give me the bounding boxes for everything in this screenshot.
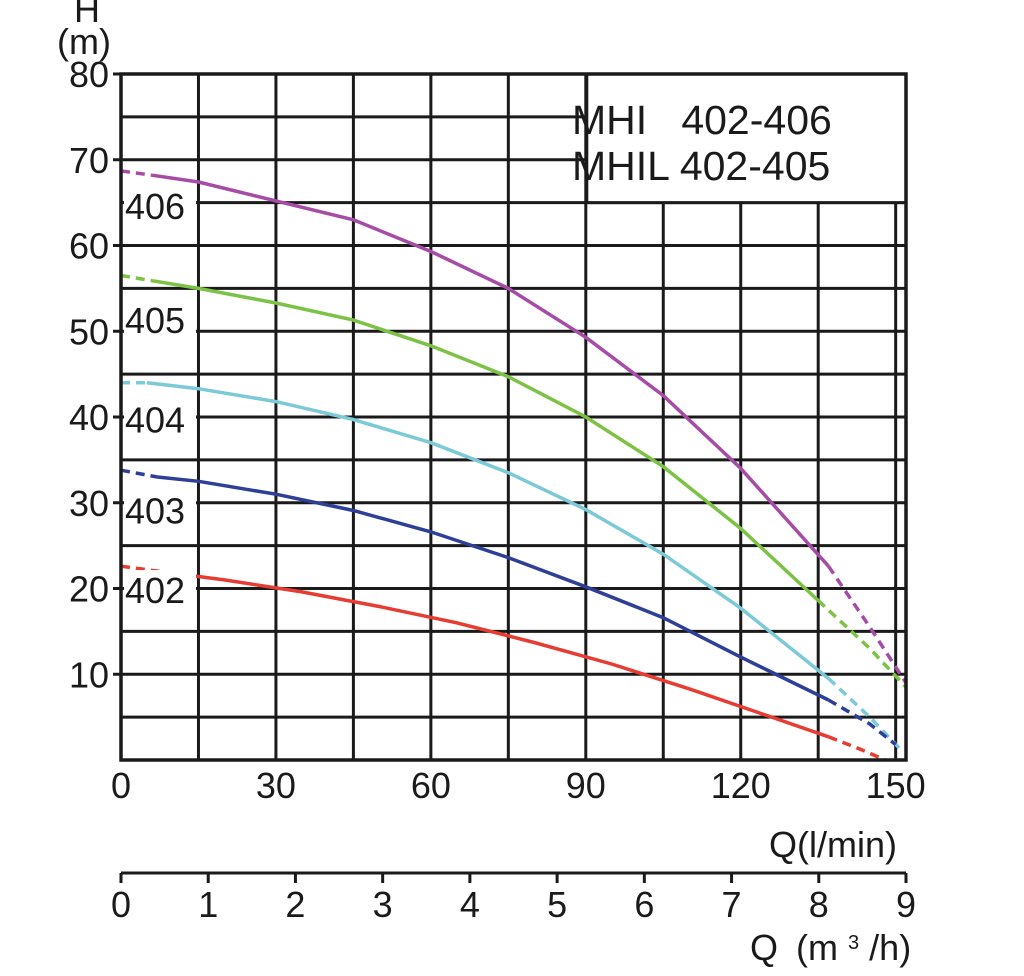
curve-labels: 406 405 404 403 402 <box>124 185 196 611</box>
curve-label-bg <box>124 299 196 336</box>
performance-curves <box>120 169 908 762</box>
curve-402-start <box>120 564 173 575</box>
title-line-1: MHI 402-406 <box>572 97 832 143</box>
y-tick-label: 80 <box>69 54 109 95</box>
y-tick-label: 20 <box>69 569 109 610</box>
secondary-x-axis-label-suffix: /h) <box>869 927 911 968</box>
secondary-x-axis-label-sup: 3 <box>848 932 859 954</box>
curve-label-bg <box>124 570 196 607</box>
y-tick-label: 60 <box>69 226 109 267</box>
secondary-x-tick-label: 6 <box>634 884 654 925</box>
secondary-x-axis-label-q: Q <box>750 927 778 968</box>
title-box: MHI 402-406 MHIL 402-405 <box>572 72 908 205</box>
y-tick-label: 50 <box>69 311 109 352</box>
curve-405-end <box>817 599 908 689</box>
x-tick-label: 150 <box>866 765 926 806</box>
curve-405-start <box>120 273 153 283</box>
y-axis-unit: (m) <box>57 21 111 62</box>
curve-404-end <box>827 677 903 751</box>
y-tick-label: 30 <box>69 483 109 524</box>
x-axis-label: Q(l/min) <box>769 824 897 865</box>
curve-label-406: 406 <box>125 186 185 227</box>
curve-406-start <box>120 169 153 177</box>
curve-label-403: 403 <box>125 490 185 531</box>
curve-403-start <box>120 468 158 479</box>
secondary-x-tick-label: 2 <box>285 884 305 925</box>
title-box-background <box>585 72 908 205</box>
curve-label-405: 405 <box>125 300 185 341</box>
x-tick-label: 120 <box>711 765 771 806</box>
axes: H (m) Q(l/min) Q (m 3 /h) 10203040506070… <box>57 0 926 968</box>
secondary-x-tick-label: 3 <box>373 884 393 925</box>
y-tick-label: 10 <box>69 654 109 695</box>
secondary-x-tick-label: 4 <box>460 884 480 925</box>
curve-402 <box>172 571 830 739</box>
curve-406 <box>151 173 830 568</box>
x-tick-label: 0 <box>111 765 131 806</box>
secondary-x-tick-label: 9 <box>896 884 916 925</box>
secondary-x-tick-label: 8 <box>809 884 829 925</box>
secondary-x-axis-label-unit: (m <box>796 927 838 968</box>
secondary-x-tick-label: 7 <box>722 884 742 925</box>
curve-403 <box>157 475 830 702</box>
curve-label-404: 404 <box>125 399 185 440</box>
secondary-x-tick-label: 5 <box>547 884 567 925</box>
curve-402-end <box>827 735 886 762</box>
y-axis-label: H <box>74 0 100 30</box>
y-tick-label: 70 <box>69 140 109 181</box>
title-line-2: MHIL 402-405 <box>572 143 830 189</box>
y-tick-label: 40 <box>69 397 109 438</box>
curve-label-402: 402 <box>125 570 185 611</box>
curve-label-bg <box>124 185 196 222</box>
curve-label-bg <box>124 490 196 527</box>
curve-405 <box>151 278 820 602</box>
x-tick-label: 60 <box>411 765 451 806</box>
x-tick-label: 30 <box>256 765 296 806</box>
secondary-x-axis-label: Q (m 3 /h) <box>750 927 911 968</box>
curve-label-bg <box>124 399 196 436</box>
secondary-x-tick-label: 1 <box>198 884 218 925</box>
curve-404 <box>146 380 830 680</box>
x-tick-label: 90 <box>566 765 606 806</box>
curve-403-end <box>827 698 897 746</box>
secondary-x-tick-label: 0 <box>111 884 131 925</box>
